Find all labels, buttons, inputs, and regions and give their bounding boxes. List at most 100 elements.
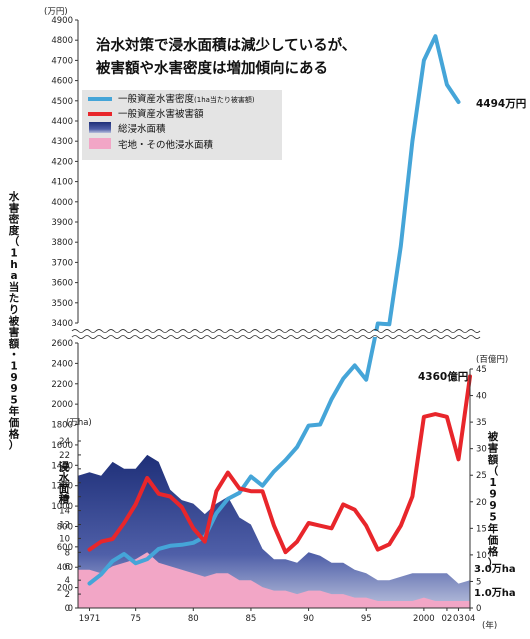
svg-text:額: 額 [8, 337, 20, 350]
left-tick-label: 2600 [51, 339, 73, 349]
x-tick-label: 95 [361, 614, 372, 624]
svg-text:5: 5 [10, 394, 17, 406]
right-tick-label: 30 [476, 445, 487, 455]
legend-label: 一般資産水害被害額 [118, 108, 204, 120]
right-tick-label: 20 [476, 498, 487, 508]
svg-text:額: 額 [487, 453, 499, 466]
svg-text:害: 害 [9, 326, 20, 339]
svg-text:格: 格 [9, 427, 20, 440]
svg-text:9: 9 [10, 383, 17, 395]
right-axis-unit: (百億円) [476, 354, 508, 365]
area-tick-label: 12 [59, 521, 70, 531]
right-tick-label: 25 [476, 471, 487, 481]
left-tick-label: 4500 [51, 97, 73, 107]
right-tick-label: 15 [476, 524, 487, 534]
left-tick-label: 400 [57, 563, 73, 573]
svg-text:度: 度 [9, 224, 20, 237]
total-area-end-label: 3.0万ha [474, 563, 516, 575]
left-tick-label: 3600 [51, 279, 73, 289]
x-tick-label: 2000 [413, 614, 435, 624]
residential-area-end-label: 1.0万ha [474, 587, 516, 599]
chart-title-line2: 被害額や水害密度は増加傾向にある [96, 59, 328, 77]
left-tick-label: 3500 [51, 299, 73, 309]
legend-item: 総浸水面積 [89, 122, 166, 135]
area-axis-unit: (万ha) [66, 418, 92, 428]
x-axis-unit: (年) [482, 620, 497, 631]
x-tick-label: 04 [465, 614, 476, 624]
x-tick-label: 85 [246, 614, 257, 624]
svg-text:被: 被 [9, 314, 20, 327]
svg-text:水: 水 [8, 190, 20, 203]
left-tick-label: 4300 [51, 137, 73, 147]
right-tick-label: 0 [476, 604, 481, 614]
axis-break-bottom-wave [71, 335, 481, 339]
left-tick-label: 4200 [51, 157, 73, 167]
svg-text:た: た [9, 293, 20, 305]
area-tick-label: 8 [65, 548, 70, 558]
left-tick-label: 3700 [51, 258, 73, 268]
left-tick-label: 3800 [51, 238, 73, 248]
svg-text:9: 9 [489, 500, 496, 512]
left-tick-label: 800 [57, 522, 73, 532]
svg-text:格: 格 [488, 545, 499, 558]
legend-box [82, 90, 282, 160]
right-tick-label: 45 [476, 365, 487, 375]
x-tick-label: 80 [188, 614, 199, 624]
left-tick-label: 4700 [51, 56, 73, 66]
svg-text:価: 価 [8, 416, 20, 429]
area-tick-label: 6 [65, 562, 70, 572]
area-tick-label: 10 [59, 534, 70, 544]
left-tick-label: 3900 [51, 218, 73, 228]
svg-text:浸: 浸 [59, 460, 70, 473]
left-tick-label: 4400 [51, 117, 73, 127]
legend-swatch-area [89, 138, 111, 149]
left-tick-label: 600 [57, 543, 73, 553]
x-tick-label: 02 [442, 614, 453, 624]
svg-text:害: 害 [9, 201, 20, 214]
legend-label: 宅地・その他浸水面積 [118, 139, 214, 151]
svg-text:積: 積 [58, 493, 70, 506]
left-tick-label: 4100 [51, 178, 73, 188]
area-tick-label: 20 [59, 465, 70, 475]
x-tick-label: 1971 [79, 614, 101, 624]
damage-end-label: 4360億円 [418, 370, 468, 383]
left-tick-label: 4600 [51, 77, 73, 87]
svg-text:水: 水 [58, 471, 70, 484]
left-tick-label: 4900 [51, 16, 73, 26]
left-axis-unit: (万円) [44, 7, 68, 17]
svg-text:面: 面 [59, 483, 70, 495]
svg-text:）: ） [488, 557, 499, 570]
area-tick-label: 14 [59, 507, 70, 517]
right-tick-label: 40 [476, 392, 487, 402]
x-tick-label: 03 [453, 614, 464, 624]
x-tick-label: 90 [303, 614, 314, 624]
left-tick-label: 3400 [51, 319, 73, 329]
svg-text:（: （ [488, 465, 499, 478]
legend-label: 総浸水面積 [118, 123, 166, 135]
svg-text:価: 価 [487, 534, 499, 547]
axis-break-top-wave [71, 329, 481, 333]
series-density-line [87, 34, 461, 586]
left-tick-label: 2200 [51, 380, 73, 390]
svg-text:5: 5 [489, 512, 496, 524]
left-tick-label: 1200 [51, 482, 73, 492]
left-tick-label: 1800 [51, 421, 73, 431]
right-tick-label: 35 [476, 418, 487, 428]
svg-text:被: 被 [488, 430, 499, 443]
svg-text:1: 1 [489, 477, 496, 489]
right-tick-label: 5 [476, 577, 481, 587]
svg-text:1: 1 [10, 248, 17, 260]
axis-break-gap [72, 331, 476, 337]
legend-item: 一般資産水害密度(1ha当たり被害額) [88, 93, 255, 105]
svg-text:当: 当 [9, 280, 20, 293]
area-tick-label: 22 [59, 451, 70, 461]
svg-text:9: 9 [10, 372, 17, 384]
series-residential-area [78, 552, 470, 608]
x-tick-label: 75 [130, 614, 141, 624]
legend: 一般資産水害密度(1ha当たり被害額) 一般資産水害被害額総浸水面積宅地・その他浸… [82, 90, 282, 160]
legend-item: 宅地・その他浸水面積 [89, 138, 214, 151]
area-tick-label: 4 [65, 576, 70, 586]
